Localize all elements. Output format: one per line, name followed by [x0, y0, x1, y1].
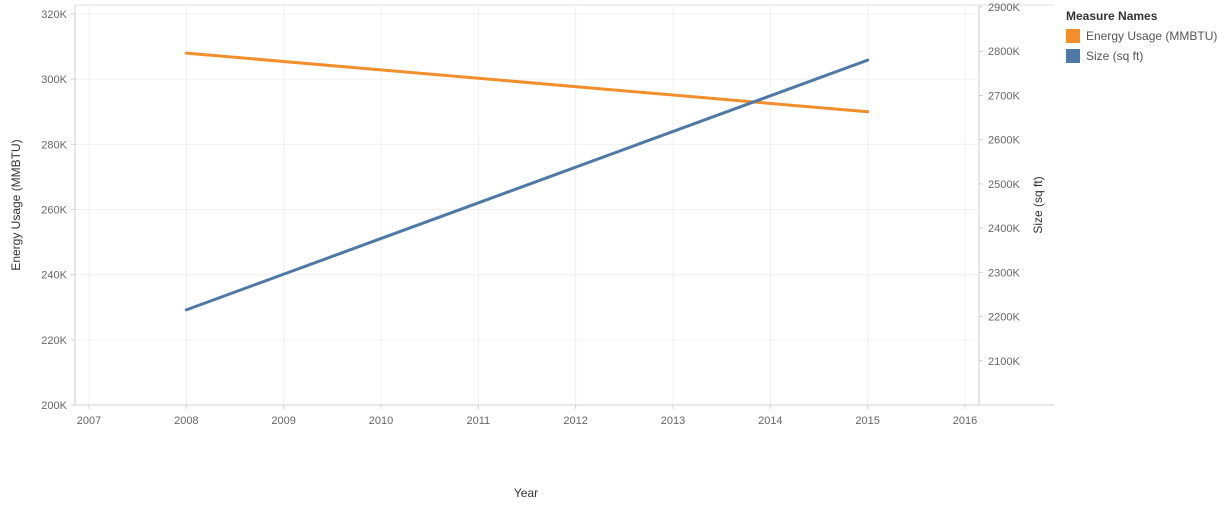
- x-tick-label: 2008: [174, 415, 198, 427]
- x-tick-label: 2016: [953, 415, 977, 427]
- right-y-tick-label: 2100K: [988, 356, 1020, 368]
- right-y-tick-label: 2700K: [988, 90, 1020, 102]
- series-line-energy-usage-mmbtu[interactable]: [184, 51, 870, 114]
- left-y-tick-label: 280K: [41, 139, 67, 151]
- legend-label-size: Size (sq ft): [1086, 49, 1144, 63]
- left-y-tick-label: 320K: [41, 9, 67, 21]
- legend-swatch-size: [1066, 49, 1080, 63]
- x-tick-label: 2013: [661, 415, 685, 427]
- legend-title: Measure Names: [1066, 9, 1158, 23]
- y-axis-title-right: Size (sq ft): [1031, 176, 1045, 233]
- legend: Measure Names Energy Usage (MMBTU) Size …: [1066, 9, 1226, 66]
- legend-swatch-energy-usage: [1066, 29, 1080, 43]
- x-ticks: 2007 2008 2009 2010 2011 2012 2013 2014 2015 2016: [77, 405, 977, 427]
- legend-item-energy-usage[interactable]: Energy Usage (MMBTU): [1066, 26, 1226, 46]
- legend-label-energy-usage: Energy Usage (MMBTU): [1086, 29, 1218, 43]
- left-y-tick-label: 300K: [41, 74, 67, 86]
- right-y-tick-label: 2900K: [988, 2, 1020, 14]
- legend-item-size[interactable]: Size (sq ft): [1066, 46, 1226, 66]
- right-y-tick-label: 2800K: [988, 46, 1020, 58]
- left-y-tick-label: 220K: [41, 335, 67, 347]
- left-y-ticks: 200K 220K 240K 260K 280K 300K 320K: [41, 9, 75, 412]
- x-tick-label: 2009: [271, 415, 295, 427]
- right-y-tick-label: 2200K: [988, 312, 1020, 324]
- left-y-tick-label: 260K: [41, 205, 67, 217]
- x-tick-label: 2012: [563, 415, 587, 427]
- gridlines: [75, 5, 979, 406]
- x-tick-label: 2014: [758, 415, 782, 427]
- x-tick-label: 2007: [77, 415, 101, 427]
- x-axis-title: Year: [514, 486, 538, 500]
- left-y-tick-label: 240K: [41, 270, 67, 282]
- right-y-tick-label: 2600K: [988, 135, 1020, 147]
- x-tick-label: 2011: [467, 415, 491, 427]
- series-lines: [184, 51, 870, 312]
- right-y-ticks: 2100K 2200K 2300K 2400K 2500K 2600K 2700K 2800K…: [979, 2, 1020, 368]
- series-line-size-sq-ft[interactable]: [184, 58, 870, 312]
- right-y-tick-label: 2400K: [988, 223, 1020, 235]
- right-y-tick-label: 2300K: [988, 267, 1020, 279]
- x-tick-label: 2015: [855, 415, 879, 427]
- left-y-tick-label: 200K: [41, 400, 67, 412]
- x-tick-label: 2010: [369, 415, 393, 427]
- y-axis-title-left: Energy Usage (MMBTU): [9, 139, 23, 270]
- right-y-tick-label: 2500K: [988, 179, 1020, 191]
